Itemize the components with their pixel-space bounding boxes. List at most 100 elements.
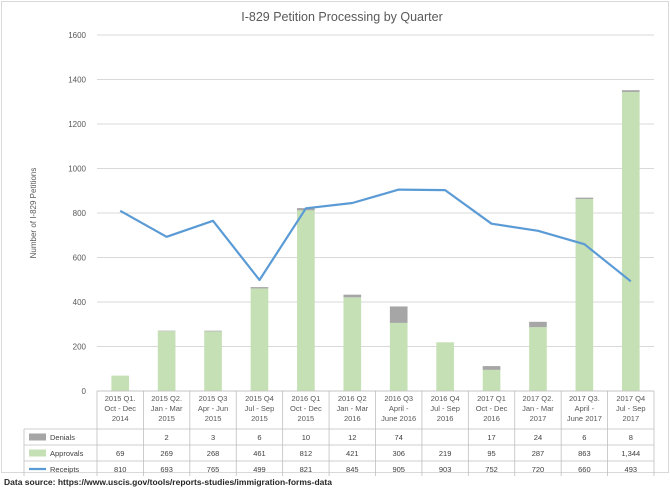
x-category-label: Jan - Mar (336, 404, 368, 413)
bar-approvals (157, 331, 176, 391)
bar-approvals (575, 198, 594, 391)
x-category-label: 2014 (112, 414, 129, 423)
x-category-label: 2016 Q4 (431, 394, 460, 403)
bar-denials (482, 366, 501, 370)
line-receipts (119, 188, 632, 283)
bar-denials (529, 321, 547, 328)
bar-approvals (436, 342, 454, 391)
i829-chart: I-829 Petition Processing by Quarter 0 200… (1, 1, 669, 476)
y-tick-label: 0 (82, 387, 87, 396)
table-value-receipts: 752 (485, 465, 498, 474)
x-category-label: 2017 (530, 414, 547, 423)
table-value-receipts: 660 (578, 465, 591, 474)
x-category-label: 2015 (251, 414, 268, 423)
x-category-label: 2015 (298, 414, 315, 423)
bar-approvals (250, 288, 269, 391)
table-value-denials: 6 (257, 433, 261, 442)
table-value-approvals: 306 (392, 449, 405, 458)
y-tick-label: 1000 (68, 165, 86, 174)
table-value-denials: 12 (348, 433, 356, 442)
bar-denials (250, 287, 269, 289)
bar-approvals (389, 322, 408, 391)
x-category-label: Apr - Jun (198, 404, 228, 413)
legend-swatch-approvals (29, 449, 46, 457)
table-value-denials: 17 (487, 433, 495, 442)
x-category-label: 2017 Q1 (477, 394, 506, 403)
x-category-label: April - (389, 404, 409, 413)
x-category-label: June 2016 (381, 414, 416, 423)
table-value-denials: 24 (534, 433, 542, 442)
table-value-receipts: 821 (300, 465, 313, 474)
table-value-approvals: 269 (160, 449, 173, 458)
table-value-denials: 8 (629, 433, 633, 442)
bar-approvals (482, 369, 501, 391)
bar-approvals (621, 91, 640, 392)
x-category-label: 2017 Q2. (523, 394, 554, 403)
table-value-approvals: 219 (439, 449, 452, 458)
y-tick-label: 800 (73, 209, 87, 218)
x-category-label: 2016 (344, 414, 361, 423)
table-value-denials: 6 (582, 433, 586, 442)
bar-denials (621, 90, 640, 92)
legend-swatch-denials (29, 433, 46, 441)
table-value-denials: 2 (165, 433, 169, 442)
y-axis-label: Number of I-829 Petitions (29, 168, 38, 259)
y-tick-label: 1600 (68, 31, 86, 40)
chart-frame (1, 1, 669, 473)
x-category-label: April - (575, 404, 595, 413)
y-tick-label: 1400 (68, 76, 86, 85)
y-tick-label: 600 (73, 254, 87, 263)
y-tick-label: 200 (73, 343, 87, 352)
table-value-receipts: 720 (532, 465, 545, 474)
x-category-label: Oct - Dec (290, 404, 322, 413)
bar-approvals (111, 375, 130, 391)
bar-approvals (297, 210, 315, 391)
x-category-label: 2017 (622, 414, 639, 423)
table-value-approvals: 1,344 (621, 449, 640, 458)
x-category-label: Jul - Sep (245, 404, 275, 413)
table-value-receipts: 765 (207, 465, 220, 474)
table-value-denials: 74 (395, 433, 403, 442)
table-value-approvals: 287 (532, 449, 545, 458)
table-value-approvals: 95 (487, 449, 495, 458)
data-source-note: Data source: https://www.uscis.gov/tools… (4, 477, 332, 487)
table-value-denials: 3 (211, 433, 215, 442)
x-category-label: 2015 (205, 414, 222, 423)
table-value-receipts: 693 (160, 465, 173, 474)
legend-label-receipts: Receipts (50, 465, 79, 474)
y-tick-label: 400 (73, 298, 87, 307)
bar-denials (389, 306, 408, 323)
table-value-receipts: 499 (253, 465, 266, 474)
x-category-label: 2017 Q4 (616, 394, 645, 403)
x-category-label: 2016 (437, 414, 454, 423)
x-category-label: Oct - Dec (476, 404, 508, 413)
table-value-approvals: 461 (253, 449, 266, 458)
table-value-approvals: 69 (116, 449, 124, 458)
table-value-receipts: 810 (114, 465, 127, 474)
bar-approvals (204, 331, 222, 391)
x-category-label: 2015 (158, 414, 175, 423)
x-category-label: Jan - Mar (151, 404, 183, 413)
bar-denials (204, 330, 222, 332)
chart-title: I-829 Petition Processing by Quarter (241, 10, 443, 24)
table-value-approvals: 812 (300, 449, 313, 458)
table-value-receipts: 903 (439, 465, 452, 474)
legend-label-denials: Denials (50, 433, 75, 442)
x-category-label: Jul - Sep (430, 404, 460, 413)
table-value-receipts: 905 (392, 465, 405, 474)
legend-label-approvals: Approvals (50, 449, 84, 458)
bar-denials (575, 197, 594, 199)
x-category-label: 2015 Q3 (199, 394, 228, 403)
x-category-label: Oct - Dec (104, 404, 136, 413)
table-value-receipts: 493 (625, 465, 638, 474)
table-value-denials: 10 (302, 433, 310, 442)
x-category-label: 2016 Q3 (384, 394, 413, 403)
bar-approvals (343, 297, 362, 391)
x-category-label: June 2017 (567, 414, 602, 423)
x-category-label: Jul - Sep (616, 404, 646, 413)
table-value-approvals: 863 (578, 449, 591, 458)
bar-denials (343, 294, 362, 298)
x-category-label: 2015 Q1. (105, 394, 136, 403)
x-category-label: 2016 Q1 (291, 394, 320, 403)
table-value-approvals: 421 (346, 449, 359, 458)
